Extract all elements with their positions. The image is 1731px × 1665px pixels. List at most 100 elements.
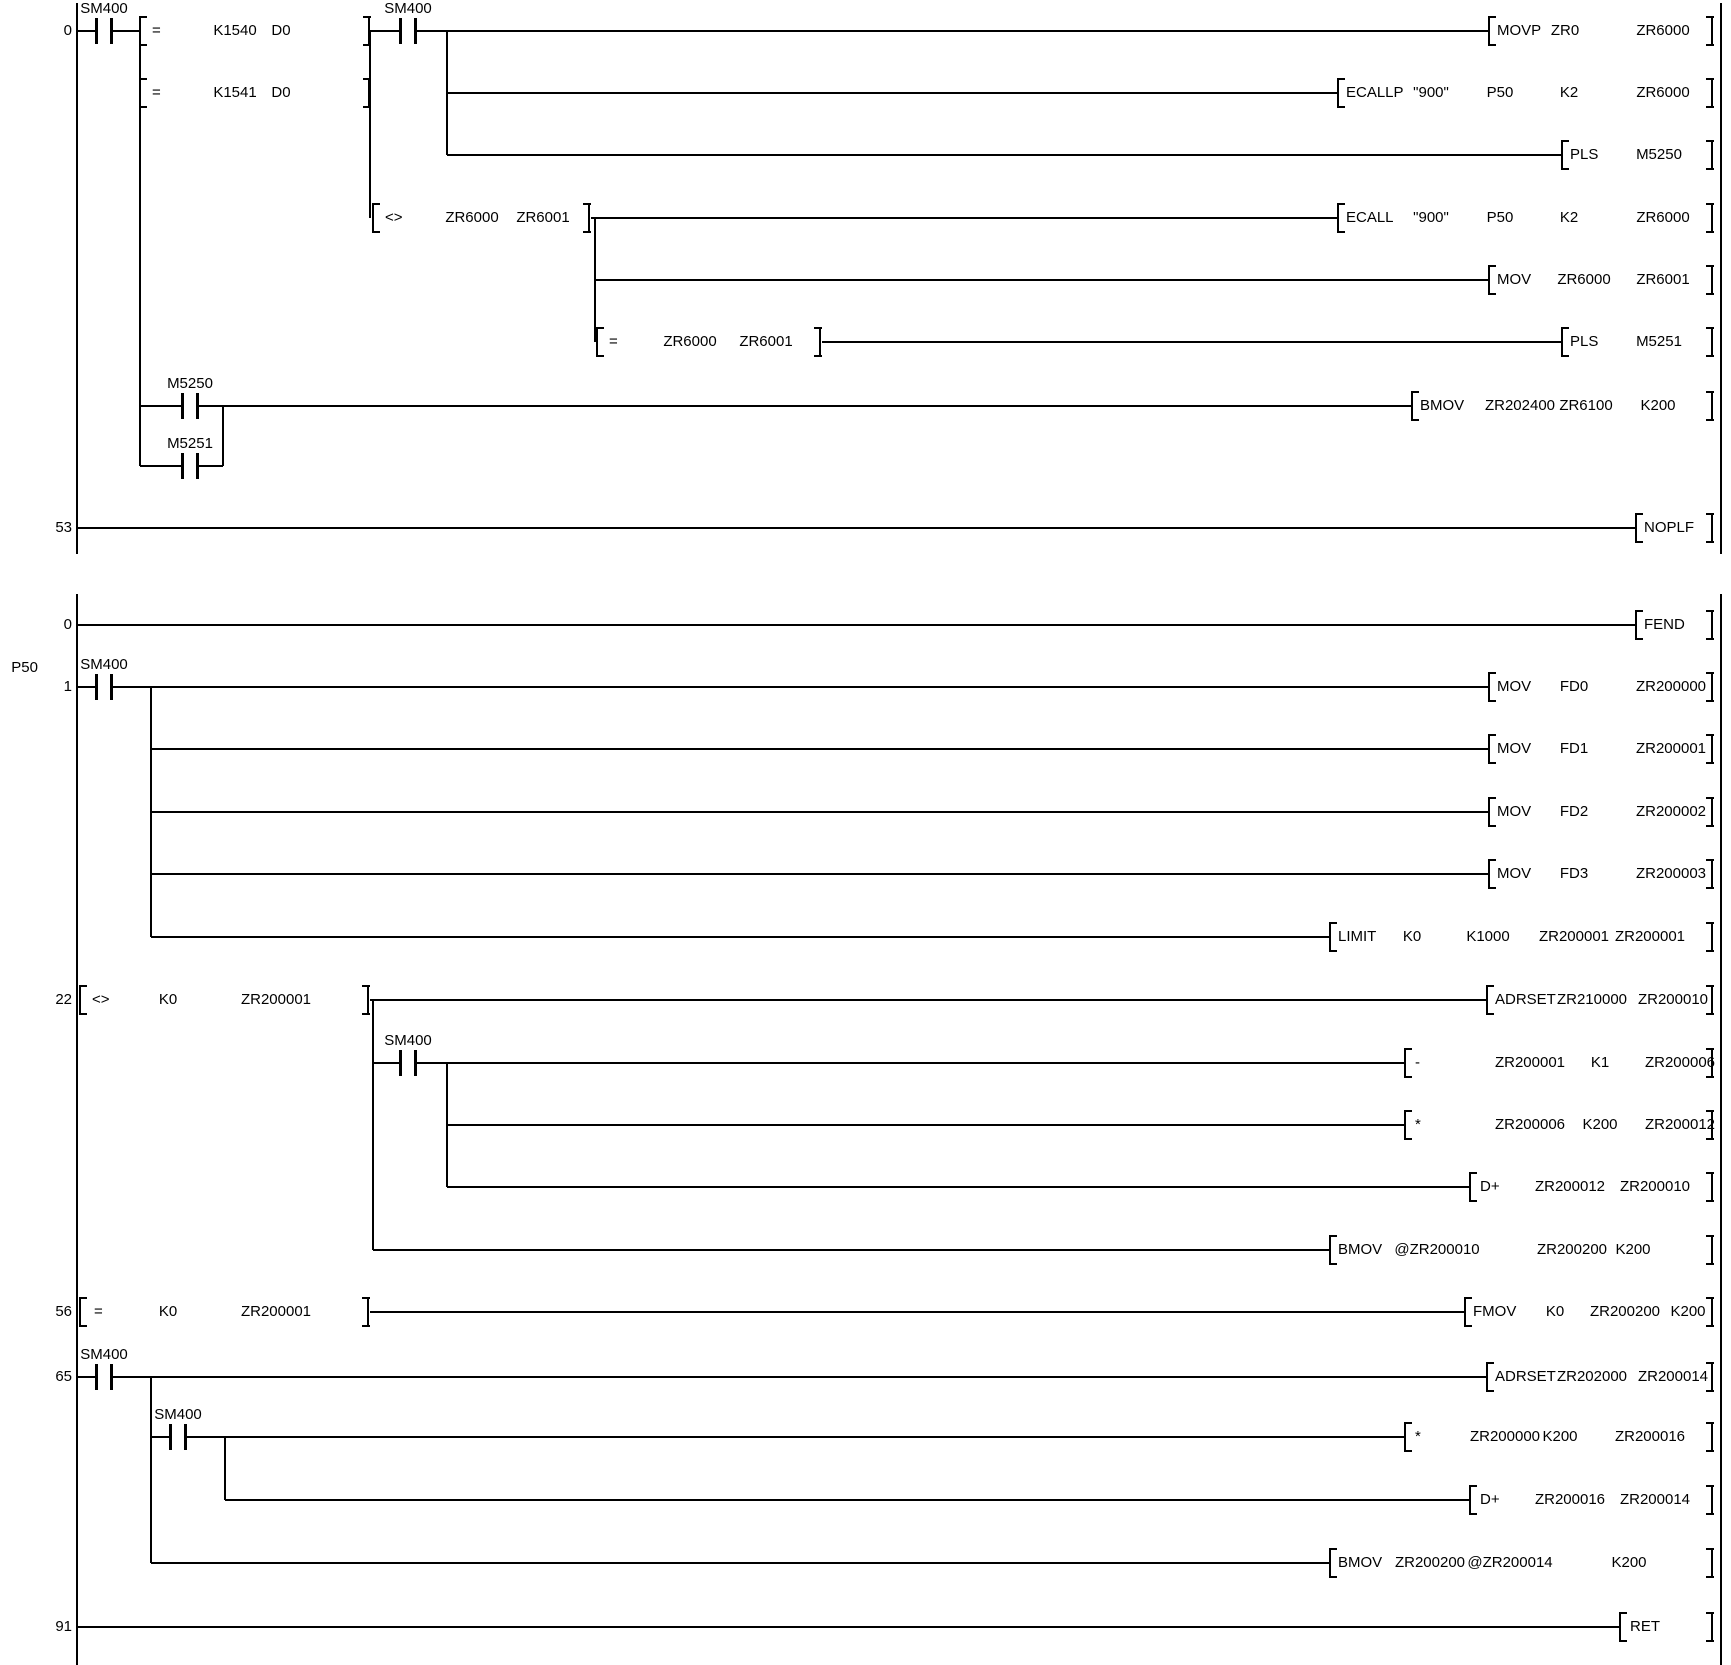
close-bracket-tick bbox=[1706, 1048, 1714, 1050]
close-bracket-tick bbox=[1706, 950, 1714, 952]
close-bracket-tick bbox=[1706, 1263, 1714, 1265]
contact-bar bbox=[110, 18, 113, 44]
close-bracket-stem bbox=[1711, 140, 1713, 170]
instruction-text: P50 bbox=[1486, 84, 1514, 101]
open-bracket-stem bbox=[1469, 1485, 1471, 1515]
close-bracket-tick bbox=[1706, 1513, 1714, 1515]
instruction-text: ZR200016 bbox=[1534, 1491, 1606, 1508]
comparison-text: <> bbox=[92, 991, 110, 1008]
open-bracket-tick bbox=[79, 1297, 87, 1299]
instruction-block[interactable] bbox=[1330, 1234, 1712, 1266]
close-bracket-tick bbox=[1706, 106, 1714, 108]
open-bracket-tick bbox=[1488, 265, 1496, 267]
instruction-text: ZR200000 bbox=[1469, 1428, 1541, 1445]
open-bracket-tick bbox=[1619, 1612, 1627, 1614]
wire-horizontal bbox=[370, 1311, 1465, 1313]
instruction-text: K2 bbox=[1559, 84, 1579, 101]
open-bracket-tick bbox=[139, 106, 147, 108]
wire-horizontal bbox=[77, 1626, 1620, 1628]
rung-number: 0 bbox=[63, 22, 72, 39]
wire-horizontal bbox=[111, 30, 140, 32]
open-bracket-tick bbox=[1337, 78, 1345, 80]
close-bracket-tick bbox=[1706, 419, 1714, 421]
open-bracket-tick bbox=[1486, 985, 1494, 987]
rung-number: 65 bbox=[55, 1368, 72, 1385]
close-bracket-stem bbox=[1711, 985, 1713, 1015]
instruction-text: FD1 bbox=[1559, 740, 1589, 757]
close-bracket-stem bbox=[1711, 16, 1713, 46]
instruction-text: BMOV bbox=[1420, 397, 1465, 414]
comparison-text: = bbox=[152, 84, 161, 101]
open-bracket-tick bbox=[372, 203, 380, 205]
open-bracket-stem bbox=[1329, 1548, 1331, 1578]
close-bracket-tick bbox=[1706, 734, 1714, 736]
close-bracket-tick bbox=[1706, 638, 1714, 640]
instruction-text: K0 bbox=[1545, 1303, 1565, 1320]
instruction-text: ADRSET bbox=[1495, 1368, 1556, 1385]
instruction-text: ZR6000 bbox=[1636, 22, 1690, 39]
open-bracket-stem bbox=[1337, 78, 1339, 108]
instruction-text: FD2 bbox=[1559, 803, 1589, 820]
open-bracket-stem bbox=[1337, 203, 1339, 233]
instruction-text: PLS bbox=[1570, 146, 1599, 163]
instruction-text: ZR210000 bbox=[1556, 991, 1628, 1008]
open-bracket-tick bbox=[1561, 140, 1569, 142]
close-bracket-tick bbox=[1706, 265, 1714, 267]
instruction-text: ZR200014 bbox=[1619, 1491, 1691, 1508]
wire-horizontal bbox=[198, 465, 223, 467]
instruction-text: M5250 bbox=[1636, 146, 1682, 163]
open-bracket-stem bbox=[596, 327, 598, 357]
open-bracket-stem bbox=[1464, 1297, 1466, 1327]
close-bracket-tick bbox=[363, 78, 371, 80]
close-bracket-stem bbox=[1711, 1048, 1713, 1078]
rung-number: 91 bbox=[55, 1618, 72, 1635]
open-bracket-tick bbox=[1486, 1013, 1494, 1015]
wire-horizontal bbox=[373, 1062, 400, 1064]
close-bracket-tick bbox=[1706, 1362, 1714, 1364]
open-bracket-stem bbox=[1404, 1110, 1406, 1140]
contact-bar bbox=[95, 1364, 98, 1390]
instruction-text: ZR200012 bbox=[1644, 1116, 1716, 1133]
close-bracket-stem bbox=[1711, 1235, 1713, 1265]
wire-horizontal bbox=[447, 1186, 1470, 1188]
open-bracket-tick bbox=[1404, 1048, 1412, 1050]
close-bracket-tick bbox=[1706, 1548, 1714, 1550]
open-bracket-tick bbox=[1561, 355, 1569, 357]
close-bracket-stem bbox=[1711, 1548, 1713, 1578]
instruction-text: NOPLF bbox=[1644, 519, 1695, 536]
wire-horizontal bbox=[151, 873, 1489, 875]
instruction-text: FD0 bbox=[1559, 678, 1589, 695]
wire-horizontal bbox=[112, 686, 1489, 688]
instruction-text: FMOV bbox=[1473, 1303, 1517, 1320]
open-bracket-stem bbox=[79, 1297, 81, 1327]
wire-horizontal bbox=[151, 1436, 170, 1438]
open-bracket-tick bbox=[79, 985, 87, 987]
open-bracket-stem bbox=[1635, 513, 1637, 543]
open-bracket-tick bbox=[596, 355, 604, 357]
comparison-contact[interactable] bbox=[80, 984, 368, 1016]
close-bracket-tick bbox=[583, 203, 591, 205]
open-bracket-tick bbox=[1635, 638, 1643, 640]
contact-label: M5250 bbox=[167, 375, 213, 392]
close-bracket-tick bbox=[1706, 513, 1714, 515]
instruction-text: K200 bbox=[1640, 397, 1676, 414]
instruction-text: ZR200014 bbox=[1637, 1368, 1709, 1385]
close-bracket-tick bbox=[363, 16, 371, 18]
wire-branch-vertical bbox=[224, 1437, 226, 1500]
instruction-text: ZR202400 bbox=[1484, 397, 1556, 414]
comparison-text: ZR6000 bbox=[445, 209, 499, 226]
comparison-contact[interactable] bbox=[80, 1296, 368, 1328]
instruction-text: ZR0 bbox=[1550, 22, 1580, 39]
open-bracket-tick bbox=[1619, 1640, 1627, 1642]
close-bracket-tick bbox=[1706, 1640, 1714, 1642]
contact-label: M5251 bbox=[167, 435, 213, 452]
wire-branch-vertical bbox=[369, 31, 371, 218]
open-bracket-stem bbox=[1488, 797, 1490, 827]
open-bracket-tick bbox=[1488, 797, 1496, 799]
instruction-text: ZR202000 bbox=[1556, 1368, 1628, 1385]
instruction-text: ZR200006 bbox=[1494, 1116, 1566, 1133]
open-bracket-tick bbox=[1404, 1110, 1412, 1112]
open-bracket-tick bbox=[1469, 1513, 1477, 1515]
instruction-text: ZR6100 bbox=[1559, 397, 1613, 414]
rung-number: 1 bbox=[63, 678, 72, 695]
